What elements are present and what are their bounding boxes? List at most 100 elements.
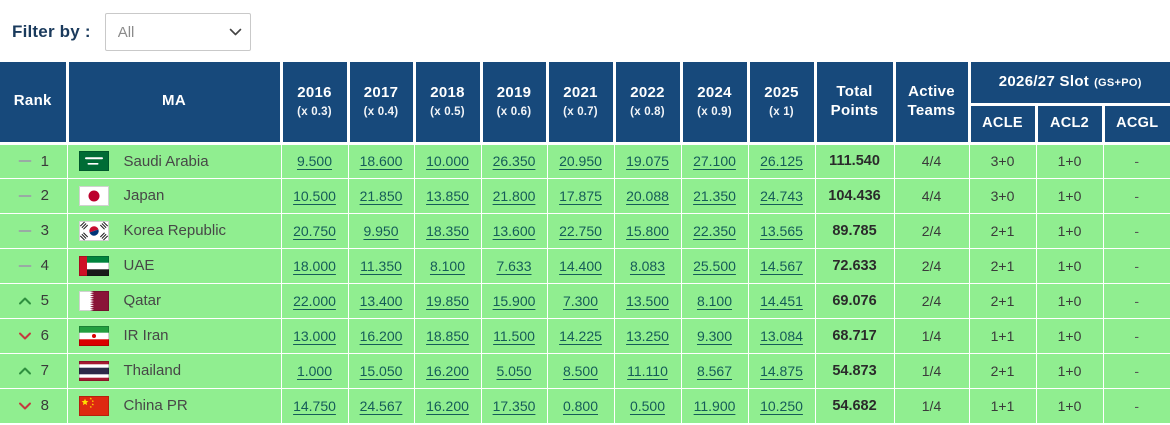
points-2024-link[interactable]: 8.100 (696, 292, 733, 309)
points-2017-link[interactable]: 18.600 (359, 153, 403, 169)
points-2018-link[interactable]: 16.200 (426, 362, 469, 379)
points-2021-cell: 14.400 (546, 247, 615, 284)
country-name: Korea Republic (123, 222, 227, 239)
header-slot-group: 2026/27 Slot (GS+PO) (967, 62, 1170, 106)
header-year-2021: 2021 (x 0.7) (545, 62, 616, 145)
points-2018-cell: 18.350 (413, 212, 482, 249)
points-2016-link[interactable]: 10.500 (293, 187, 336, 204)
points-2018-cell: 18.850 (413, 317, 482, 354)
points-2019-link[interactable]: 26.350 (492, 153, 536, 169)
total-points-cell: 69.076 (814, 282, 895, 319)
points-2016-link[interactable]: 18.000 (293, 257, 336, 274)
points-2021-link[interactable]: 17.875 (559, 187, 602, 204)
points-2022-link[interactable]: 19.075 (626, 153, 669, 169)
flag-qatar (78, 290, 109, 311)
points-2022-link[interactable]: 11.110 (627, 362, 668, 379)
header-year-2022: 2022 (x 0.8) (612, 62, 683, 145)
points-2021-cell: 0.800 (546, 387, 615, 423)
points-2018-link[interactable]: 8.100 (429, 257, 466, 274)
points-2018-link[interactable]: 18.850 (426, 327, 469, 344)
active-teams-cell: 2/4 (893, 212, 970, 249)
header-rank: Rank (0, 62, 69, 145)
points-2024-link[interactable]: 8.567 (696, 362, 733, 379)
points-2016-link[interactable]: 9.500 (296, 153, 333, 169)
points-2017-link[interactable]: 21.850 (359, 187, 403, 204)
points-2016-link[interactable]: 22.000 (293, 292, 336, 309)
points-2024-link[interactable]: 11.900 (693, 397, 736, 414)
country-name: Japan (123, 187, 165, 204)
acgl-slot-cell: - (1102, 317, 1170, 354)
points-2022-link[interactable]: 8.083 (629, 257, 666, 274)
header-acgl: ACGL (1101, 102, 1170, 145)
points-2016-link[interactable]: 20.750 (293, 222, 336, 239)
acl2-slot-cell: 1+0 (1035, 387, 1104, 423)
points-2024-link[interactable]: 27.100 (693, 153, 736, 169)
acgl-slot-cell: - (1102, 177, 1170, 214)
points-2021-link[interactable]: 14.400 (559, 257, 602, 274)
points-2017-link[interactable]: 9.950 (363, 222, 399, 239)
points-2017-link[interactable]: 24.567 (359, 397, 403, 414)
table-row-korea-republic: 3 Korea Republic 20.750 9.950 18.350 13.600 22… (0, 212, 1170, 249)
points-2019-link[interactable]: 21.800 (492, 187, 536, 204)
points-2018-link[interactable]: 10.000 (426, 153, 469, 169)
rank-cell: 5 (0, 282, 68, 319)
points-2021-link[interactable]: 0.800 (562, 397, 599, 414)
flag-thailand (78, 360, 109, 381)
points-2025-link[interactable]: 10.250 (760, 397, 803, 414)
points-2019-link[interactable]: 11.500 (493, 327, 535, 344)
points-2025-link[interactable]: 26.125 (760, 153, 803, 169)
points-2017-link[interactable]: 15.050 (359, 362, 403, 379)
points-2024-link[interactable]: 25.500 (693, 257, 736, 274)
acl2-slot-cell: 1+0 (1035, 317, 1104, 354)
rank-down-icon (18, 330, 32, 342)
points-2022-cell: 19.075 (613, 142, 682, 179)
points-2024-cell: 21.350 (680, 177, 749, 214)
acl2-slot-cell: 1+0 (1035, 282, 1104, 319)
points-2019-link[interactable]: 13.600 (492, 222, 536, 239)
points-2022-cell: 11.110 (613, 352, 682, 389)
points-2022-link[interactable]: 13.500 (626, 292, 669, 309)
points-2018-link[interactable]: 18.350 (426, 222, 469, 239)
points-2017-link[interactable]: 13.400 (359, 292, 403, 309)
points-2024-link[interactable]: 9.300 (696, 327, 733, 344)
total-points-cell: 111.540 (814, 142, 895, 179)
points-2021-link[interactable]: 7.300 (562, 292, 599, 309)
header-year-2018: 2018 (x 0.5) (412, 62, 483, 145)
points-2017-link[interactable]: 16.200 (359, 327, 403, 344)
points-2025-link[interactable]: 14.451 (760, 292, 803, 309)
points-2019-link[interactable]: 17.350 (492, 397, 536, 414)
points-2024-link[interactable]: 22.350 (693, 222, 736, 239)
flag-korea-republic (78, 220, 109, 241)
points-2022-link[interactable]: 13.250 (626, 327, 669, 344)
points-2021-link[interactable]: 20.950 (559, 153, 602, 169)
points-2021-cell: 17.875 (546, 177, 615, 214)
points-2017-link[interactable]: 11.350 (360, 257, 402, 274)
points-2019-link[interactable]: 5.050 (496, 362, 532, 379)
points-2016-link[interactable]: 1.000 (296, 362, 333, 379)
points-2022-link[interactable]: 15.800 (626, 222, 669, 239)
acle-slot-cell: 2+1 (968, 247, 1037, 284)
points-2022-link[interactable]: 20.088 (626, 187, 669, 204)
points-2016-link[interactable]: 13.000 (293, 327, 336, 344)
points-2018-link[interactable]: 19.850 (426, 292, 469, 309)
points-2021-link[interactable]: 14.225 (559, 327, 602, 344)
points-2019-link[interactable]: 15.900 (492, 292, 536, 309)
points-2016-link[interactable]: 14.750 (293, 397, 336, 414)
points-2025-link[interactable]: 14.875 (760, 362, 803, 379)
points-2025-link[interactable]: 13.565 (760, 222, 803, 239)
points-2018-link[interactable]: 13.850 (426, 187, 469, 204)
points-2025-link[interactable]: 14.567 (760, 257, 803, 274)
points-2024-link[interactable]: 21.350 (693, 187, 736, 204)
points-2018-link[interactable]: 16.200 (426, 397, 469, 414)
header-row-main: Rank MA 2016 (x 0.3) 2017 (x 0.4) 2018 (x 0.5… (0, 62, 1170, 145)
points-2019-link[interactable]: 7.633 (496, 257, 532, 274)
acl2-slot-cell: 1+0 (1035, 177, 1104, 214)
points-2025-link[interactable]: 24.743 (760, 187, 803, 204)
points-2022-link[interactable]: 0.500 (629, 397, 666, 414)
points-2021-link[interactable]: 22.750 (559, 222, 602, 239)
points-2022-cell: 20.088 (613, 177, 682, 214)
filter-select[interactable]: All (104, 13, 251, 51)
points-2021-link[interactable]: 8.500 (562, 362, 599, 379)
country-name: UAE (123, 257, 155, 274)
points-2025-link[interactable]: 13.084 (760, 327, 803, 344)
